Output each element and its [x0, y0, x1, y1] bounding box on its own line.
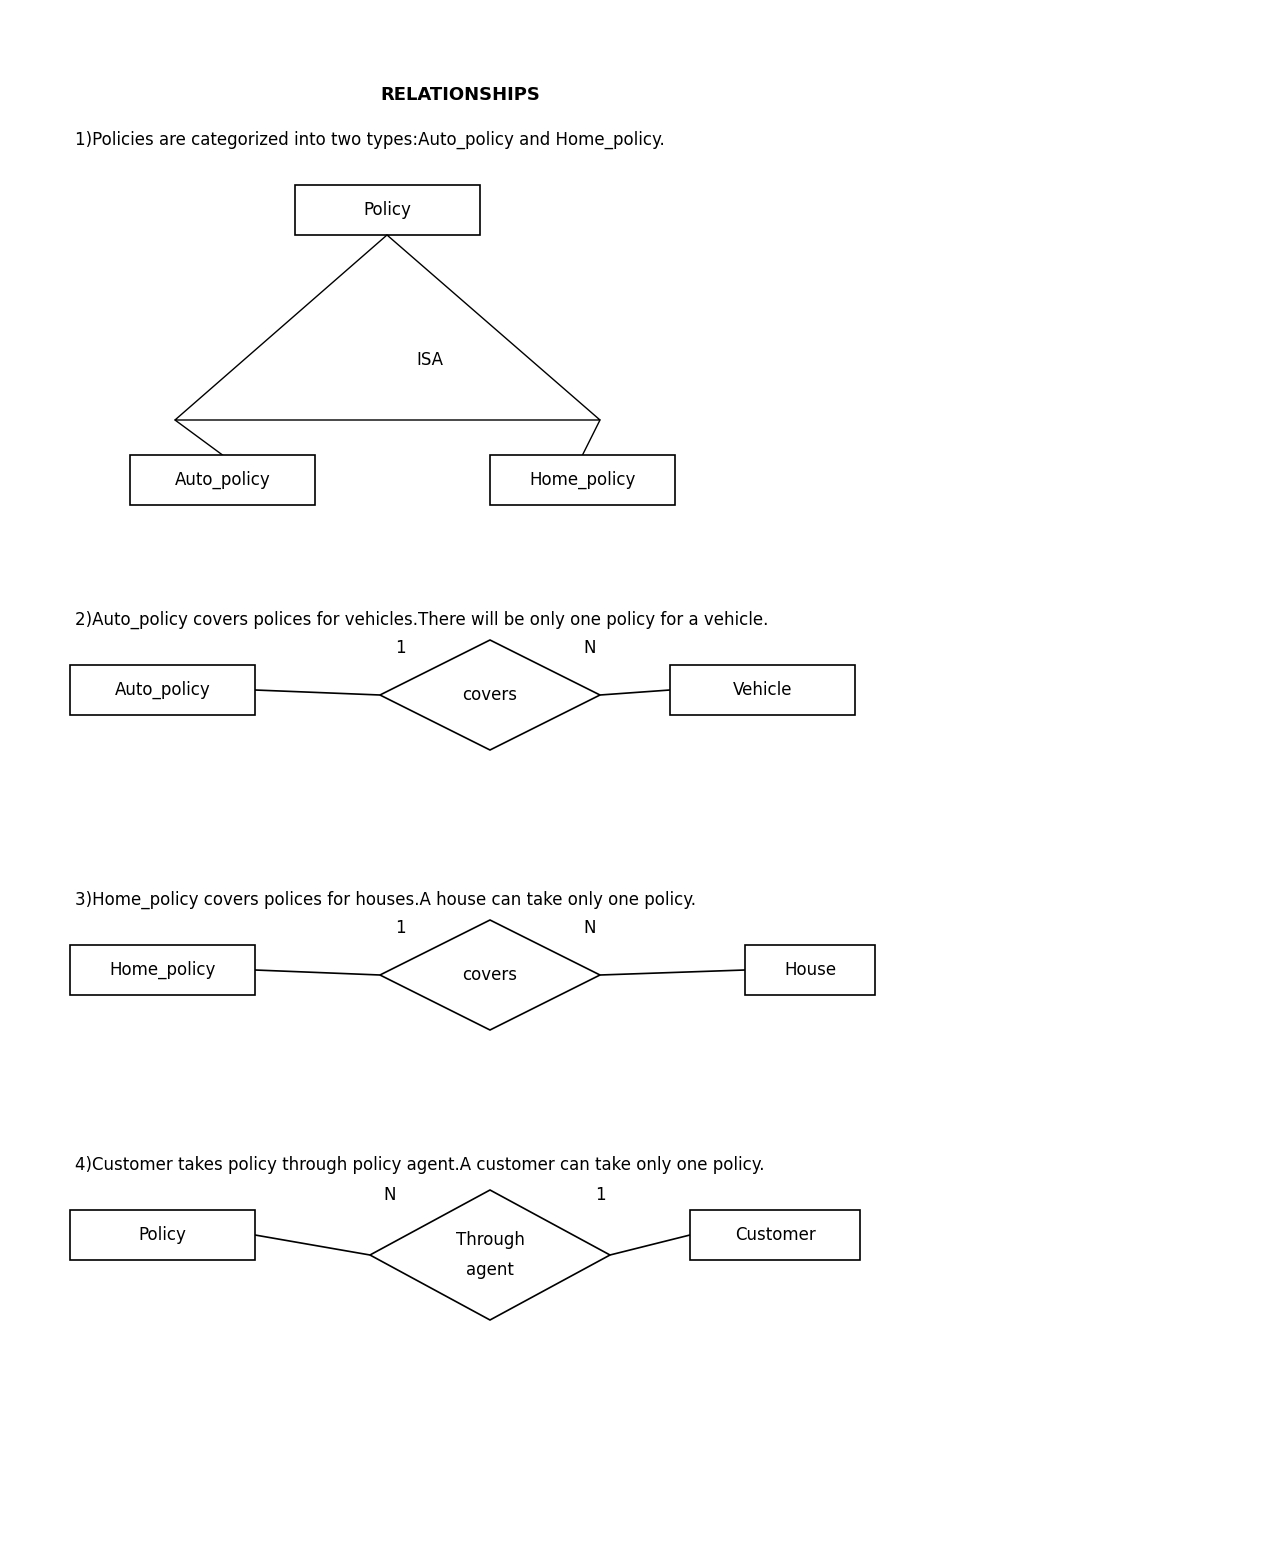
- Text: 4)Customer takes policy through policy agent.A customer can take only one policy: 4)Customer takes policy through policy a…: [75, 1156, 764, 1174]
- Text: 2)Auto_policy covers polices for vehicles.There will be only one policy for a ve: 2)Auto_policy covers polices for vehicle…: [75, 610, 768, 629]
- FancyBboxPatch shape: [745, 946, 874, 995]
- Text: covers: covers: [463, 966, 517, 984]
- Polygon shape: [175, 235, 601, 420]
- FancyBboxPatch shape: [69, 664, 255, 715]
- FancyBboxPatch shape: [69, 946, 255, 995]
- Text: RELATIONSHIPS: RELATIONSHIPS: [381, 87, 540, 104]
- Text: 1)Policies are categorized into two types:Auto_policy and Home_policy.: 1)Policies are categorized into two type…: [75, 131, 665, 150]
- Text: Policy: Policy: [364, 201, 412, 219]
- Text: N: N: [383, 1187, 396, 1204]
- FancyBboxPatch shape: [294, 185, 480, 235]
- FancyBboxPatch shape: [69, 1210, 255, 1261]
- Text: Customer: Customer: [734, 1227, 815, 1244]
- Text: 3)Home_policy covers polices for houses.A house can take only one policy.: 3)Home_policy covers polices for houses.…: [75, 891, 696, 908]
- Polygon shape: [379, 640, 601, 749]
- Text: 1: 1: [594, 1187, 606, 1204]
- Text: 1: 1: [395, 919, 405, 936]
- Text: Auto_policy: Auto_policy: [175, 471, 270, 490]
- Polygon shape: [379, 919, 601, 1031]
- Text: Auto_policy: Auto_policy: [114, 681, 211, 700]
- Text: covers: covers: [463, 686, 517, 705]
- Text: N: N: [584, 640, 597, 657]
- FancyBboxPatch shape: [490, 454, 675, 505]
- Polygon shape: [370, 1190, 610, 1319]
- Text: 1: 1: [395, 640, 405, 657]
- FancyBboxPatch shape: [691, 1210, 860, 1261]
- Text: N: N: [584, 919, 597, 936]
- Text: Through
agent: Through agent: [455, 1231, 525, 1279]
- Text: Vehicle: Vehicle: [733, 681, 792, 698]
- FancyBboxPatch shape: [670, 664, 855, 715]
- Text: Home_policy: Home_policy: [530, 471, 635, 490]
- Text: Home_policy: Home_policy: [109, 961, 216, 980]
- Text: Policy: Policy: [139, 1227, 186, 1244]
- FancyBboxPatch shape: [130, 454, 315, 505]
- Text: House: House: [784, 961, 836, 980]
- Text: ISA: ISA: [417, 351, 444, 369]
